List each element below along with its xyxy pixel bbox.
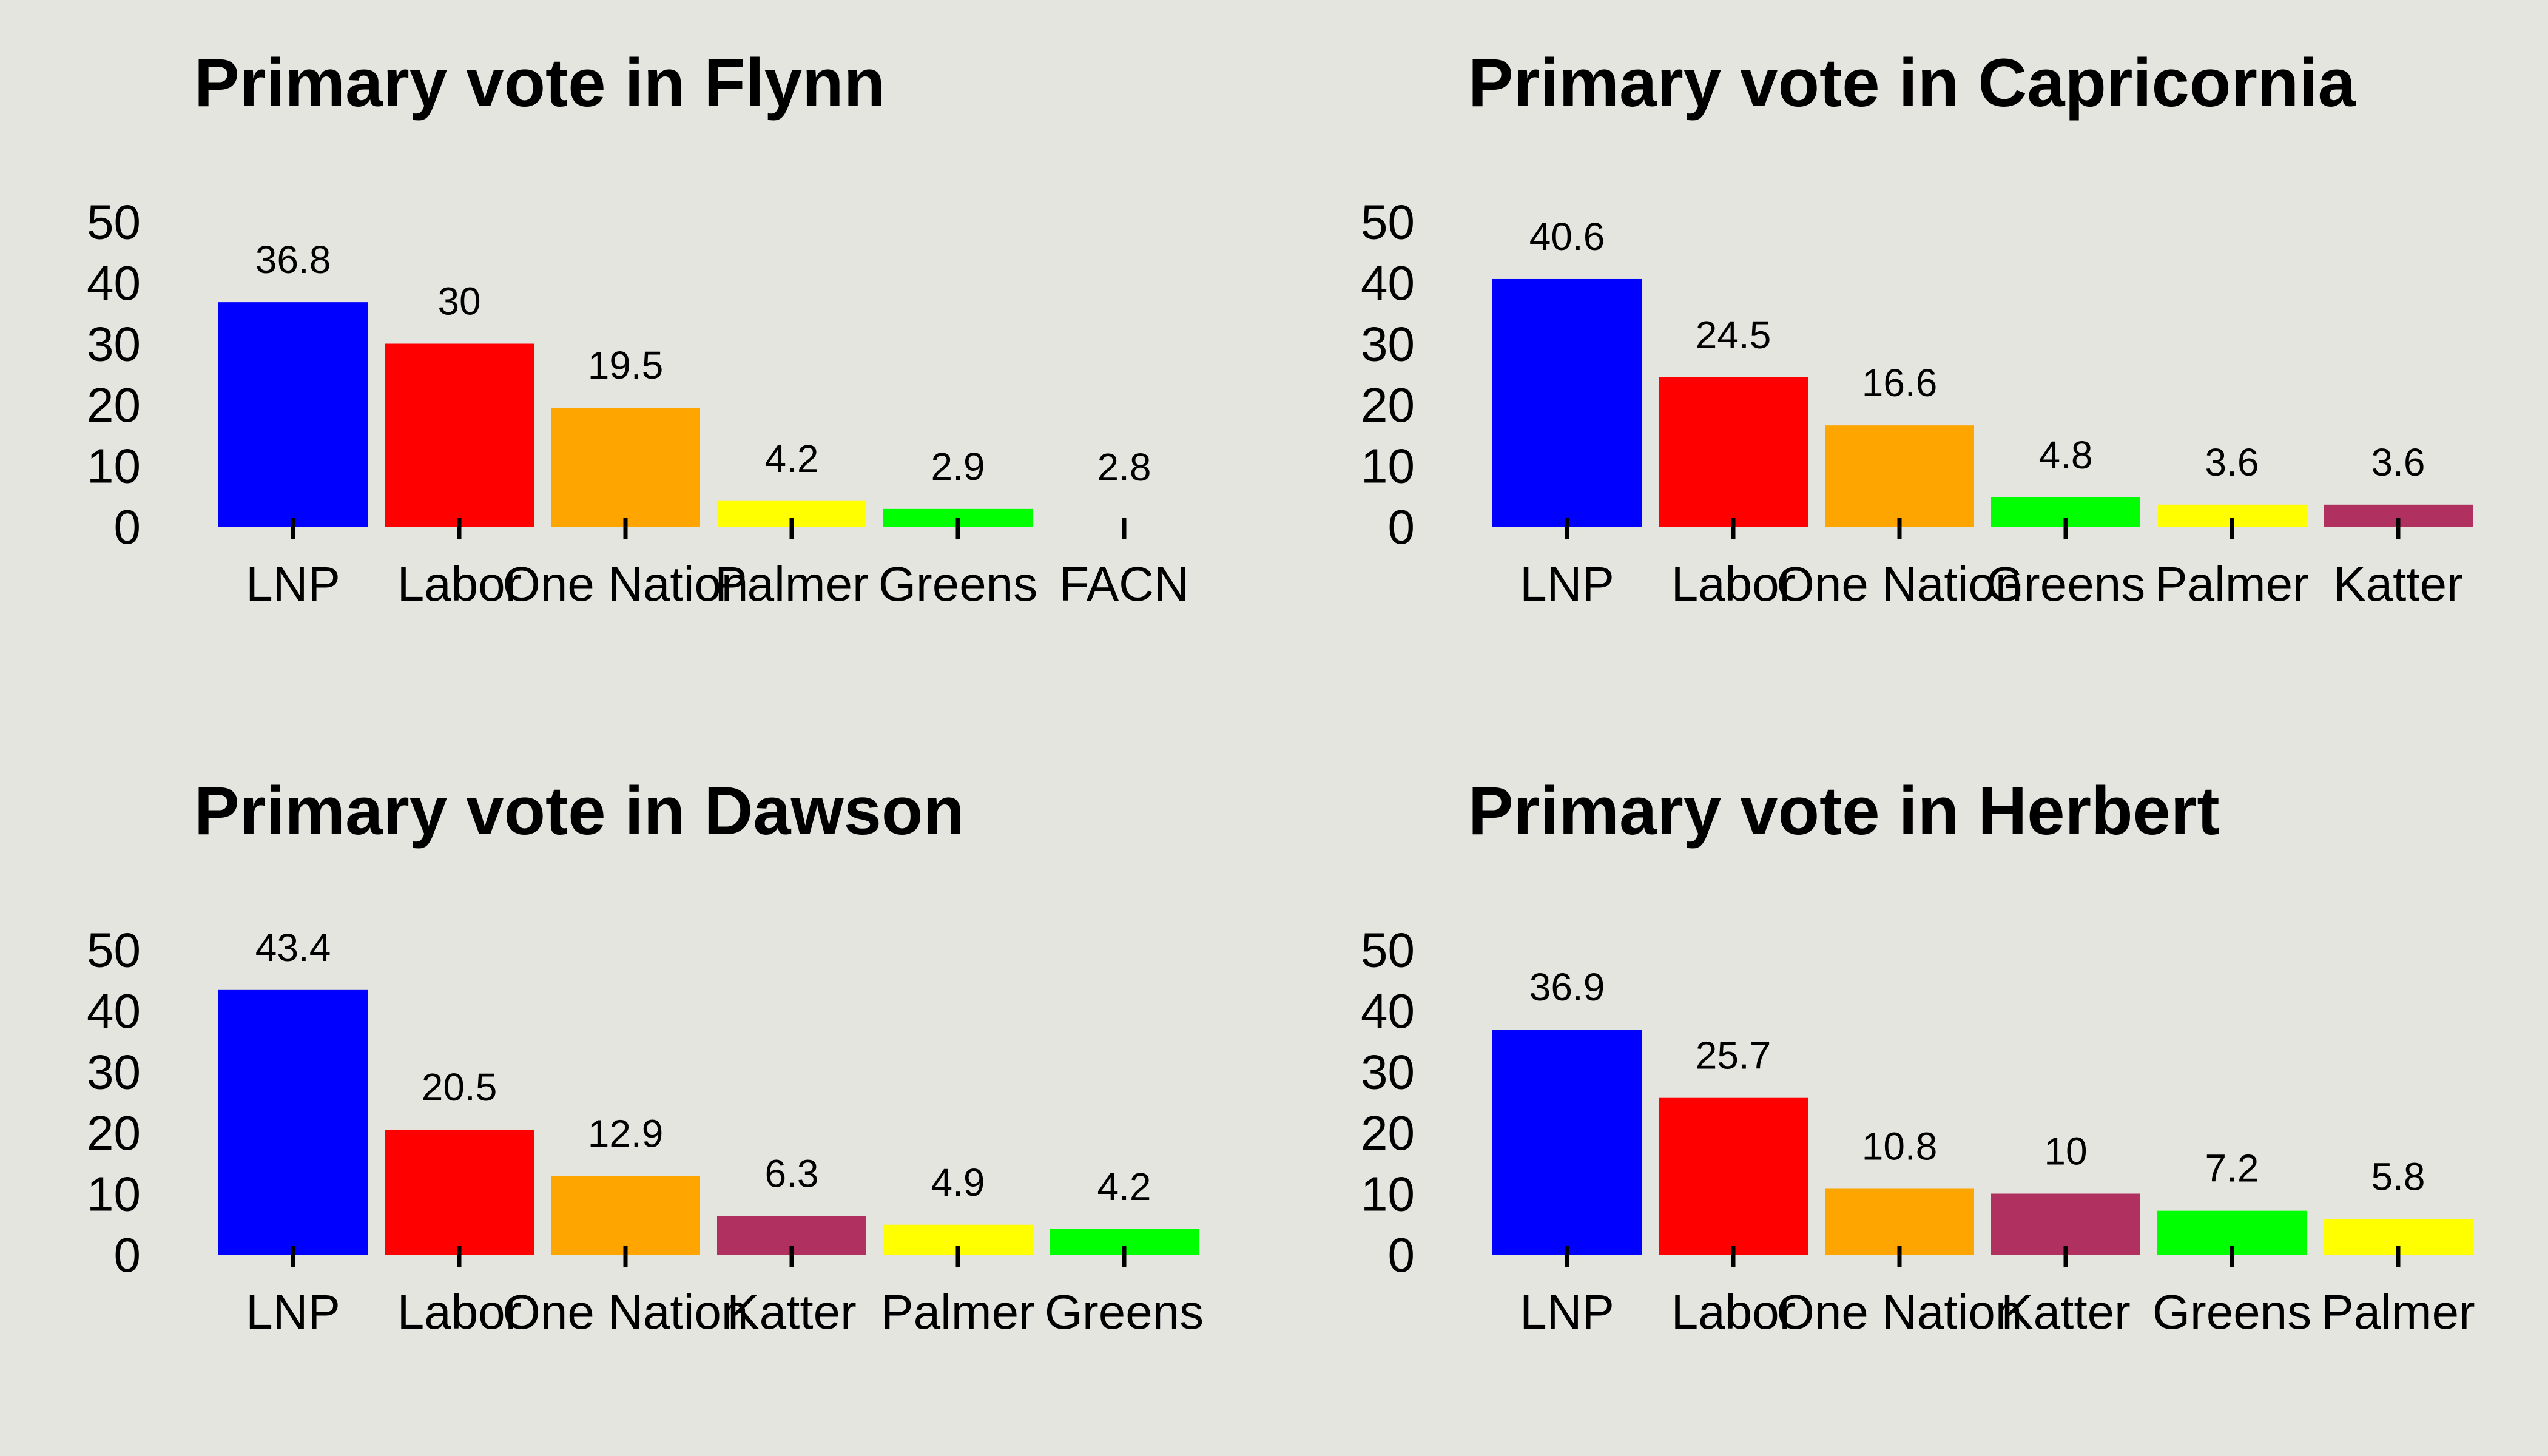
data-label: 10	[2044, 1130, 2087, 1173]
y-tick-label: 0	[1388, 500, 1415, 554]
y-tick-label: 30	[87, 317, 141, 371]
data-label: 3.6	[2205, 440, 2259, 484]
bar	[1492, 1030, 1642, 1255]
y-tick-label: 0	[114, 500, 141, 554]
category-label: Labor	[397, 557, 522, 611]
category-label: Palmer	[2321, 1285, 2475, 1339]
category-label: Greens	[878, 557, 1037, 611]
data-label: 25.7	[1696, 1034, 1771, 1077]
category-label: Labor	[397, 1285, 522, 1339]
y-tick-label: 30	[1361, 317, 1415, 371]
data-label: 4.8	[2039, 433, 2093, 477]
y-tick-label: 20	[87, 1106, 141, 1160]
bar	[218, 302, 368, 527]
data-label: 20.5	[422, 1065, 497, 1109]
bar	[1659, 1097, 1808, 1255]
y-tick-label: 50	[87, 195, 141, 249]
y-tick-label: 40	[87, 984, 141, 1038]
data-label: 3.6	[2371, 440, 2425, 484]
category-label: Palmer	[715, 557, 868, 611]
y-tick-label: 0	[1388, 1228, 1415, 1282]
data-label: 30	[437, 280, 480, 323]
bar	[1825, 1188, 1974, 1255]
bar	[551, 1176, 700, 1255]
chart-svg-herbert: Primary vote in Herbert 0 10 20 30 40 50 36.9 LN…	[1361, 773, 2475, 1339]
category-label: LNP	[1520, 557, 1614, 611]
bar	[385, 1129, 534, 1255]
y-tick-label: 20	[87, 378, 141, 432]
chart-panel-flynn: Primary vote in Flynn 0 10 20 30 40 50 36.8 LNP 3…	[0, 0, 1274, 728]
bar	[218, 989, 368, 1255]
y-tick-label: 30	[1361, 1045, 1415, 1099]
bar	[1492, 278, 1642, 527]
data-label: 36.8	[255, 238, 331, 281]
category-label: One Nation	[1777, 557, 2023, 611]
data-label: 43.4	[255, 926, 331, 969]
category-label: Labor	[1671, 1285, 1796, 1339]
bar	[1659, 377, 1808, 527]
chart-title: Primary vote in Dawson	[194, 773, 965, 849]
y-tick-label: 50	[87, 923, 141, 977]
category-label: LNP	[1520, 1285, 1614, 1339]
data-label: 36.9	[1529, 965, 1605, 1009]
y-tick-label: 40	[87, 256, 141, 310]
bar	[385, 343, 534, 527]
chart-svg-dawson: Primary vote in Dawson 0 10 20 30 40 50 43.4 LNP…	[87, 773, 1204, 1339]
category-label: FACN	[1059, 557, 1188, 611]
category-label: LNP	[246, 557, 340, 611]
y-tick-label: 30	[87, 1045, 141, 1099]
y-tick-label: 50	[1361, 195, 1415, 249]
data-label: 10.8	[1862, 1124, 1938, 1168]
y-tick-label: 0	[114, 1228, 141, 1282]
y-tick-label: 50	[1361, 923, 1415, 977]
category-label: Greens	[2152, 1285, 2311, 1339]
data-label: 5.8	[2371, 1155, 2425, 1199]
category-label: LNP	[246, 1285, 340, 1339]
category-label: Palmer	[881, 1285, 1034, 1339]
category-label: Katter	[2001, 1285, 2130, 1339]
y-tick-label: 10	[1361, 1167, 1415, 1221]
data-label: 24.5	[1696, 313, 1771, 357]
y-tick-label: 10	[87, 1167, 141, 1221]
chart-panel-dawson: Primary vote in Dawson 0 10 20 30 40 50 43.4 LNP…	[0, 728, 1274, 1456]
data-label: 6.3	[765, 1152, 819, 1196]
data-label: 4.9	[931, 1161, 985, 1204]
category-label: Greens	[1045, 1285, 1204, 1339]
data-label: 7.2	[2205, 1147, 2259, 1190]
y-tick-label: 10	[87, 439, 141, 493]
data-label: 12.9	[588, 1111, 664, 1155]
y-tick-label: 10	[1361, 439, 1415, 493]
category-label: One Nation	[503, 557, 749, 611]
chart-svg-capricornia: Primary vote in Capricornia 0 10 20 30 40 50 40…	[1361, 45, 2473, 611]
category-label: One Nation	[1777, 1285, 2023, 1339]
chart-panel-capricornia: Primary vote in Capricornia 0 10 20 30 40 50 40…	[1274, 0, 2548, 728]
category-label: One Nation	[503, 1285, 749, 1339]
y-tick-label: 40	[1361, 984, 1415, 1038]
data-label: 2.9	[931, 445, 985, 488]
chart-title: Primary vote in Herbert	[1468, 773, 2220, 849]
chart-title: Primary vote in Capricornia	[1468, 45, 2356, 121]
data-label: 16.6	[1862, 361, 1938, 405]
category-label: Greens	[1986, 557, 2145, 611]
data-label: 19.5	[588, 343, 664, 387]
data-label: 2.8	[1097, 445, 1151, 489]
bar	[1991, 1193, 2140, 1255]
bar	[551, 408, 700, 527]
data-label: 4.2	[1097, 1165, 1151, 1208]
y-tick-label: 20	[1361, 1106, 1415, 1160]
chart-title: Primary vote in Flynn	[194, 45, 885, 121]
category-label: Labor	[1671, 557, 1796, 611]
chart-panel-herbert: Primary vote in Herbert 0 10 20 30 40 50 36.9 LN…	[1274, 728, 2548, 1456]
y-tick-label: 40	[1361, 256, 1415, 310]
data-label: 4.2	[765, 437, 819, 480]
y-tick-label: 20	[1361, 378, 1415, 432]
category-label: Palmer	[2155, 557, 2308, 611]
chart-svg-flynn: Primary vote in Flynn 0 10 20 30 40 50 36.8 LNP 3…	[87, 45, 1189, 611]
category-label: Katter	[727, 1285, 856, 1339]
data-label: 40.6	[1529, 215, 1605, 258]
category-label: Katter	[2333, 557, 2462, 611]
bar	[1825, 425, 1974, 527]
